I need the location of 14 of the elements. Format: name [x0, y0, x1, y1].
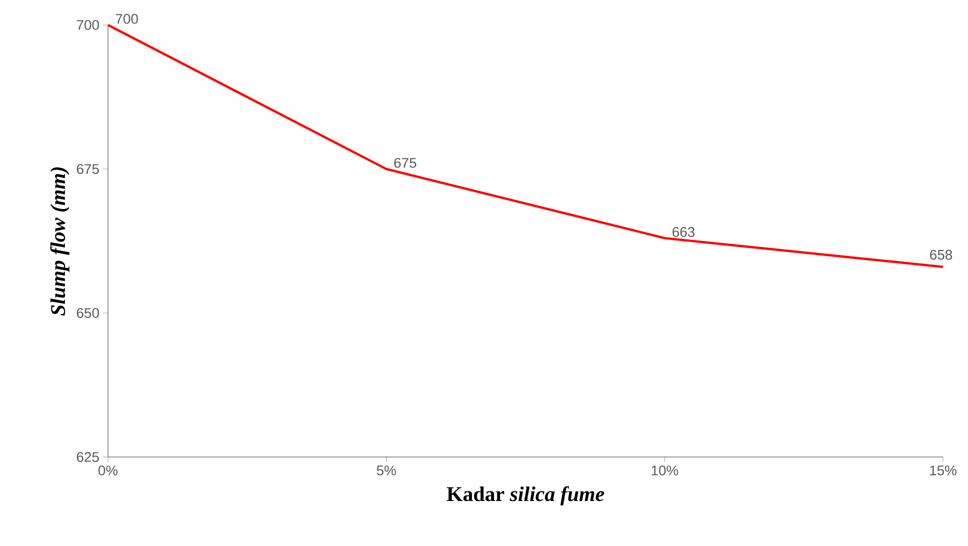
y-tick-label: 700 — [76, 20, 99, 30]
x-tick-label: 5% — [376, 466, 396, 476]
x-tick-label: 15% — [930, 466, 956, 476]
y-tick-label: 675 — [76, 164, 99, 174]
data-label: 658 — [930, 250, 952, 260]
y-axis-title: Slump flow (mm) — [50, 167, 70, 316]
data-label: 675 — [394, 158, 416, 168]
x-axis-title: Kadar silica fume — [446, 486, 604, 506]
x-tick-label: 10% — [652, 466, 678, 476]
data-label: 663 — [672, 227, 695, 237]
x-tick-label: 0% — [98, 466, 118, 476]
y-tick-label: 625 — [76, 452, 99, 462]
y-tick-label: 650 — [76, 308, 99, 318]
data-label: 700 — [116, 14, 138, 24]
